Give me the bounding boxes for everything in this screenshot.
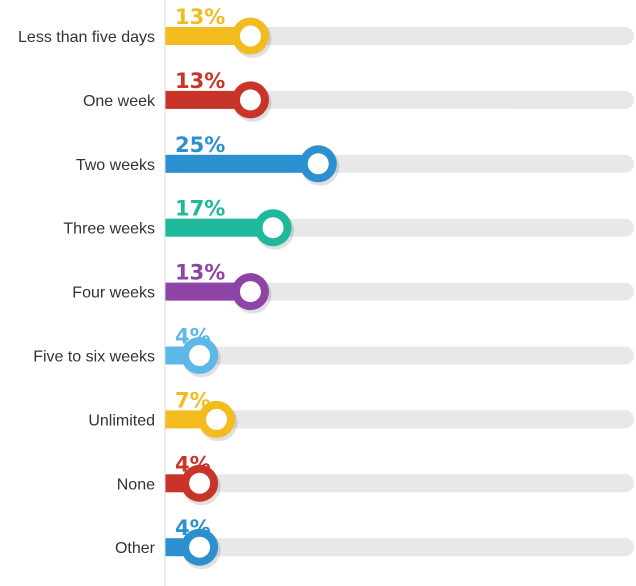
category-label-4: Four weeks xyxy=(72,285,155,302)
track-0 xyxy=(165,27,634,45)
knob-center-0 xyxy=(239,25,261,47)
track-5 xyxy=(165,346,634,365)
knob-center-3 xyxy=(262,217,284,239)
category-label-8: Other xyxy=(115,540,156,557)
track-4 xyxy=(165,282,634,301)
category-label-6: Unlimited xyxy=(88,412,155,429)
track-8 xyxy=(165,538,634,557)
category-label-1: One week xyxy=(83,93,156,110)
category-label-group: Less than five days One week Two weeks Thre… xyxy=(18,29,156,557)
bar-3 xyxy=(165,218,274,237)
value-label-5: 4% xyxy=(175,325,211,349)
value-label-group: 13% 13% 25% 17% 13% 4% 7% 4% 4% xyxy=(175,5,225,540)
track-1 xyxy=(165,90,634,109)
value-label-2: 25% xyxy=(175,133,225,157)
value-label-6: 7% xyxy=(175,388,211,412)
bar-0 xyxy=(165,27,251,45)
category-label-7: None xyxy=(117,476,155,493)
knob-center-5 xyxy=(189,345,211,366)
track-7 xyxy=(165,474,634,493)
value-label-4: 13% xyxy=(175,261,225,285)
value-label-1: 13% xyxy=(175,69,225,93)
value-label-0: 13% xyxy=(175,5,225,29)
bar-2 xyxy=(165,154,319,173)
bar-4 xyxy=(165,282,251,301)
category-label-3: Three weeks xyxy=(63,221,155,238)
knob-center-4 xyxy=(239,281,261,303)
knob-center-8 xyxy=(189,536,211,558)
category-label-5: Five to six weeks xyxy=(33,349,155,366)
track-6 xyxy=(165,410,634,429)
knob-center-7 xyxy=(189,472,211,494)
bar-1 xyxy=(165,90,251,109)
knob-center-6 xyxy=(206,408,228,430)
knob-center-2 xyxy=(307,153,329,175)
knob-center-1 xyxy=(239,89,261,111)
category-label-0: Less than five days xyxy=(18,29,155,46)
category-label-2: Two weeks xyxy=(76,157,155,174)
bar-group xyxy=(165,27,319,557)
value-label-8: 4% xyxy=(175,516,211,540)
value-label-7: 4% xyxy=(175,452,211,476)
knob-group xyxy=(181,17,340,570)
value-label-3: 17% xyxy=(175,197,225,221)
